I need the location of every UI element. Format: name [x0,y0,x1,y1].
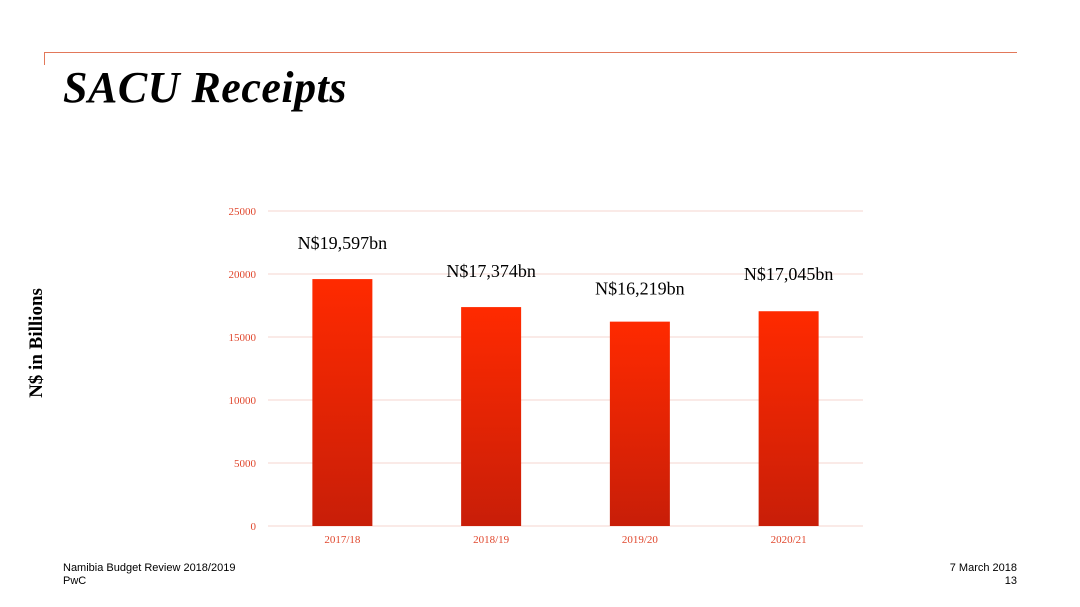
data-label: N$17,045bn [744,264,834,284]
y-tick-label: 0 [251,521,257,533]
bar-2017-18 [312,279,372,526]
bars [312,279,818,526]
footer-left: Namibia Budget Review 2018/2019 PwC [63,562,235,588]
data-label: N$17,374bn [446,261,536,281]
x-ticks: 2017/18 2018/19 2019/20 2020/21 [324,534,806,546]
bar-2018-19 [461,307,521,526]
x-tick-label: 2017/18 [324,534,361,546]
y-tick-label: 15000 [229,332,257,344]
footer-page-number: 13 [950,575,1017,588]
y-tick-label: 5000 [234,458,257,470]
footer-report-name: Namibia Budget Review 2018/2019 [63,562,235,575]
bar-2020-21 [759,311,819,526]
x-tick-label: 2018/19 [473,534,510,546]
y-tick-label: 10000 [229,395,257,407]
y-tick-label: 25000 [229,206,257,218]
y-ticks: 0 5000 10000 15000 20000 25000 [229,206,257,533]
x-tick-label: 2020/21 [771,534,807,546]
y-tick-label: 20000 [229,269,257,281]
bar-2019-20 [610,322,670,526]
footer-company: PwC [63,575,235,588]
data-label: N$16,219bn [595,279,685,299]
data-labels: N$19,597bn N$17,374bn N$16,219bn N$17,045bn [298,233,834,299]
data-label: N$19,597bn [298,233,388,253]
footer-date: 7 March 2018 [950,562,1017,575]
x-tick-label: 2019/20 [622,534,659,546]
footer-right: 7 March 2018 13 [950,562,1017,588]
